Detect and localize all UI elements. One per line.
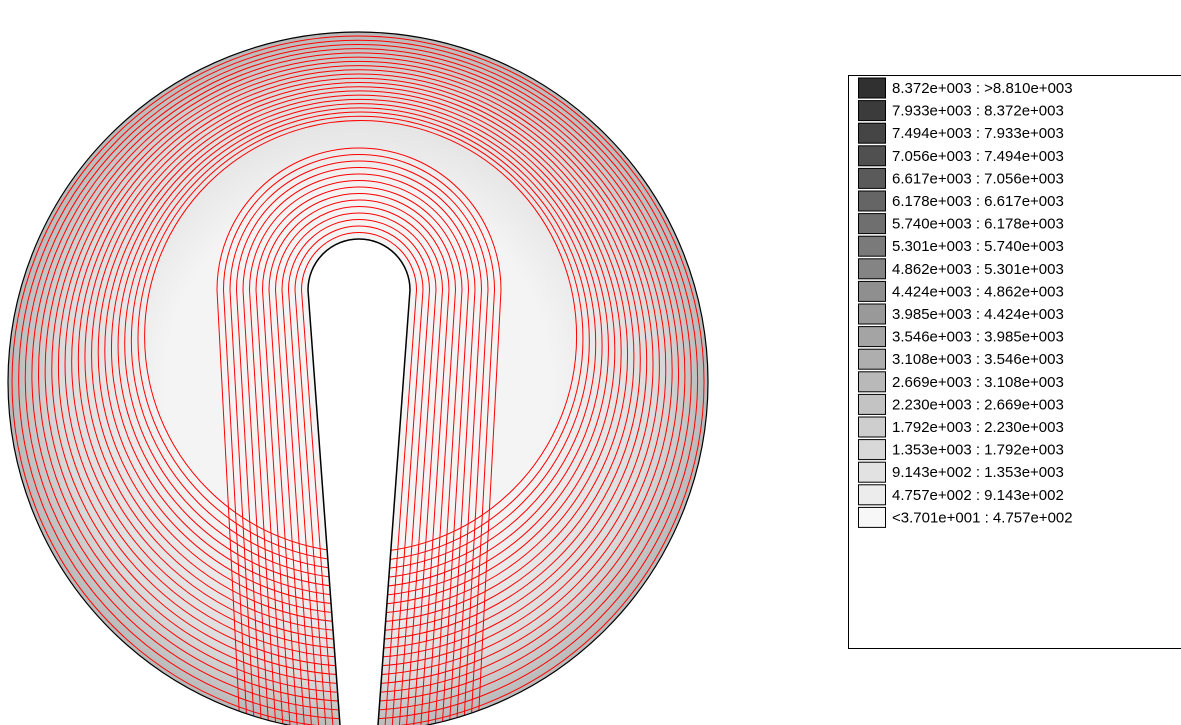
contour-line (51, 60, 667, 676)
slot-outline (307, 238, 411, 725)
legend-label: 3.546e+003 : 3.985e+003 (892, 329, 1064, 346)
contour-line (38, 52, 680, 694)
contour-line (216, 147, 502, 725)
contour-line (294, 225, 424, 725)
legend-label: 4.862e+003 : 5.301e+003 (892, 261, 1064, 278)
legend-swatch (858, 213, 886, 235)
legend-swatch (858, 122, 886, 144)
legend: 8.372e+003 : >8.810e+003 7.933e+003 : 8.3… (858, 77, 1073, 528)
contour-line (117, 103, 603, 589)
legend-swatch (858, 461, 886, 483)
legend-swatch (858, 303, 886, 325)
contour-lines (11, 35, 705, 725)
legend-label: 8.372e+003 : >8.810e+003 (892, 80, 1073, 97)
contour-line (223, 154, 496, 725)
contour-line (268, 199, 450, 725)
legend-swatch (858, 280, 886, 302)
legend-swatch (858, 326, 886, 348)
legend-swatch (858, 258, 886, 280)
contour-line (18, 39, 699, 720)
contour-line (77, 77, 641, 641)
legend-swatch (858, 145, 886, 167)
legend-swatch (858, 484, 886, 506)
contour-line (275, 206, 444, 725)
contour-line (64, 69, 654, 659)
contour-line (288, 219, 431, 725)
legend-swatch (858, 371, 886, 393)
legend-swatch (858, 167, 886, 189)
legend-label: 7.056e+003 : 7.494e+003 (892, 148, 1064, 165)
contour-line (44, 56, 673, 685)
legend-label: 9.143e+002 : 1.353e+003 (892, 464, 1064, 481)
contour-line (144, 120, 578, 553)
contour-line (301, 232, 418, 725)
contour-line (249, 180, 470, 725)
contour-line (31, 48, 686, 703)
legend-swatch (858, 77, 886, 99)
contour-line (57, 65, 660, 668)
legend-label: 1.353e+003 : 1.792e+003 (892, 442, 1064, 459)
legend-swatch (858, 439, 886, 461)
legend-swatch (858, 100, 886, 122)
contour-line (242, 173, 476, 725)
contour-line (281, 212, 437, 725)
contour-line (110, 98, 609, 597)
legend-label: 4.424e+003 : 4.862e+003 (892, 283, 1064, 300)
contour-line (71, 73, 648, 650)
legend-label: 7.933e+003 : 8.372e+003 (892, 103, 1064, 120)
legend-label: 3.108e+003 : 3.546e+003 (892, 351, 1064, 368)
contour-line (130, 111, 590, 571)
legend-swatch (858, 190, 886, 212)
contour-line (255, 186, 463, 725)
contour-line (229, 160, 489, 725)
contour-line (91, 86, 629, 624)
legend-swatch (858, 393, 886, 415)
contour-line (262, 193, 457, 725)
disk-outline (7, 31, 709, 725)
contour-line (24, 43, 692, 711)
legend-label: 6.178e+003 : 6.617e+003 (892, 193, 1064, 210)
contour-line (84, 81, 635, 632)
legend-label: 2.230e+003 : 2.669e+003 (892, 396, 1064, 413)
contour-line (137, 115, 584, 562)
contour-line (104, 94, 616, 606)
legend-label: 5.740e+003 : 6.178e+003 (892, 216, 1064, 233)
disk-fill (8, 32, 708, 725)
legend-label: 6.617e+003 : 7.056e+003 (892, 170, 1064, 187)
legend-label: 2.669e+003 : 3.108e+003 (892, 374, 1064, 391)
legend-swatch (858, 235, 886, 257)
legend-label: 4.757e+002 : 9.143e+002 (892, 487, 1064, 504)
legend-label: <3.701e+001 : 4.757e+002 (892, 509, 1073, 526)
disk-body (8, 32, 708, 725)
legend-swatch (858, 416, 886, 438)
legend-label: 1.792e+003 : 2.230e+003 (892, 419, 1064, 436)
legend-label: 7.494e+003 : 7.933e+003 (892, 125, 1064, 142)
legend-label: 5.301e+003 : 5.740e+003 (892, 238, 1064, 255)
legend-swatch (858, 348, 886, 370)
contour-line (97, 90, 622, 615)
contour-line (11, 35, 705, 725)
contour-line (124, 107, 597, 580)
contour-line (236, 167, 483, 725)
legend-label: 3.985e+003 : 4.424e+003 (892, 306, 1064, 323)
legend-box (848, 75, 1181, 649)
legend-swatch (858, 506, 886, 528)
